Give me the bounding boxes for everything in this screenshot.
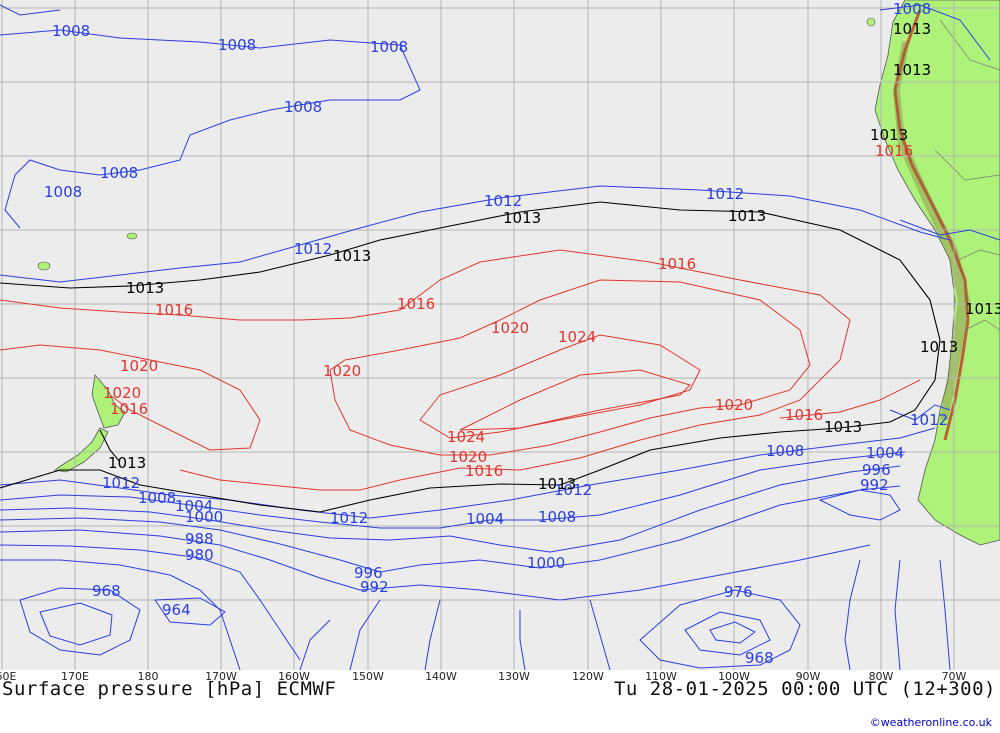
svg-text:968: 968 (745, 649, 774, 667)
svg-text:1008: 1008 (138, 489, 176, 507)
svg-text:1004: 1004 (866, 444, 904, 462)
lon-label-2: 180 (137, 670, 159, 683)
svg-text:1008: 1008 (370, 38, 408, 56)
lon-label-7: 130W (498, 670, 530, 683)
svg-text:1013: 1013 (503, 209, 541, 227)
isobars-high (0, 249, 921, 491)
lon-label-11: 90W (795, 670, 821, 683)
svg-text:1013: 1013 (893, 20, 931, 38)
map-footer: 60E 170E 180 170W 160W 150W 140W 130W 12… (0, 670, 1000, 733)
andes-ridge (893, 9, 970, 441)
svg-text:1008: 1008 (218, 36, 256, 54)
svg-text:1020: 1020 (120, 357, 158, 375)
isobars-low (0, 4, 1000, 671)
lon-label-9: 110W (645, 670, 677, 683)
lon-label-6: 140W (425, 670, 457, 683)
svg-text:1012: 1012 (554, 481, 592, 499)
svg-text:1020: 1020 (449, 448, 487, 466)
svg-text:1000: 1000 (527, 554, 565, 572)
svg-text:1016: 1016 (397, 295, 435, 313)
svg-text:988: 988 (185, 530, 214, 548)
svg-text:1012: 1012 (102, 474, 140, 492)
svg-text:1008: 1008 (766, 442, 804, 460)
svg-text:1008: 1008 (893, 0, 931, 18)
svg-text:1016: 1016 (110, 400, 148, 418)
svg-text:1016: 1016 (465, 462, 503, 480)
svg-text:980: 980 (185, 546, 214, 564)
lon-label-4: 160W (278, 670, 310, 683)
svg-text:1013: 1013 (728, 207, 766, 225)
svg-text:1008: 1008 (100, 164, 138, 182)
svg-text:964: 964 (162, 601, 191, 619)
svg-text:1013: 1013 (893, 61, 931, 79)
svg-text:1013: 1013 (333, 247, 371, 265)
map-title: Surface pressure [hPa] ECMWF (2, 678, 337, 700)
svg-text:1013: 1013 (920, 338, 958, 356)
svg-text:1013: 1013 (965, 300, 1000, 318)
svg-text:1012: 1012 (484, 192, 522, 210)
svg-text:968: 968 (92, 582, 121, 600)
svg-text:992: 992 (360, 578, 389, 596)
svg-text:976: 976 (724, 583, 753, 601)
svg-text:1020: 1020 (103, 384, 141, 402)
svg-text:1008: 1008 (44, 183, 82, 201)
weather-map: 1008 1008 1008 1008 1008 1008 1008 1012 1012 1… (0, 0, 1000, 671)
svg-text:1013: 1013 (824, 418, 862, 436)
svg-text:1012: 1012 (294, 240, 332, 258)
lon-label-13: 70W (941, 670, 967, 683)
lon-label-8: 120W (572, 670, 604, 683)
svg-text:1024: 1024 (558, 328, 596, 346)
svg-text:992: 992 (860, 476, 889, 494)
svg-text:1020: 1020 (323, 362, 361, 380)
svg-text:1000: 1000 (185, 508, 223, 526)
lon-label-3: 170W (205, 670, 237, 683)
svg-text:1004: 1004 (466, 510, 504, 528)
svg-text:1020: 1020 (715, 396, 753, 414)
lon-label-5: 150W (352, 670, 384, 683)
lon-label-10: 100W (718, 670, 750, 683)
svg-text:1013: 1013 (126, 279, 164, 297)
svg-text:1008: 1008 (52, 22, 90, 40)
svg-text:1013: 1013 (538, 475, 576, 493)
lon-label-0: 60E (0, 670, 17, 683)
new-zealand-south-island (53, 427, 109, 473)
lon-label-12: 80W (868, 670, 894, 683)
svg-text:1016: 1016 (155, 301, 193, 319)
svg-text:1012: 1012 (910, 411, 948, 429)
svg-text:1008: 1008 (538, 508, 576, 526)
svg-text:1016: 1016 (658, 255, 696, 273)
svg-text:1013: 1013 (870, 126, 908, 144)
svg-text:1012: 1012 (706, 185, 744, 203)
svg-text:1008: 1008 (284, 98, 322, 116)
credit-link[interactable]: ©weatheronline.co.uk (869, 716, 992, 729)
svg-text:1016: 1016 (875, 142, 913, 160)
valid-time: Tu 28-01-2025 00:00 UTC (12+300) (613, 678, 996, 700)
svg-text:1016: 1016 (785, 406, 823, 424)
lon-label-1: 170E (61, 670, 89, 683)
graticule (0, 0, 1000, 670)
svg-text:1004: 1004 (175, 497, 213, 515)
isobar-labels-standard: 1013 1013 1013 1013 1013 1013 1013 1013 1013 1… (108, 20, 1000, 493)
svg-text:996: 996 (862, 461, 891, 479)
svg-text:1012: 1012 (330, 509, 368, 527)
svg-text:1020: 1020 (491, 319, 529, 337)
svg-text:996: 996 (354, 564, 383, 582)
isobars-standard (0, 201, 941, 513)
svg-text:1024: 1024 (447, 428, 485, 446)
svg-text:1013: 1013 (108, 454, 146, 472)
south-america-land (874, 0, 1000, 546)
